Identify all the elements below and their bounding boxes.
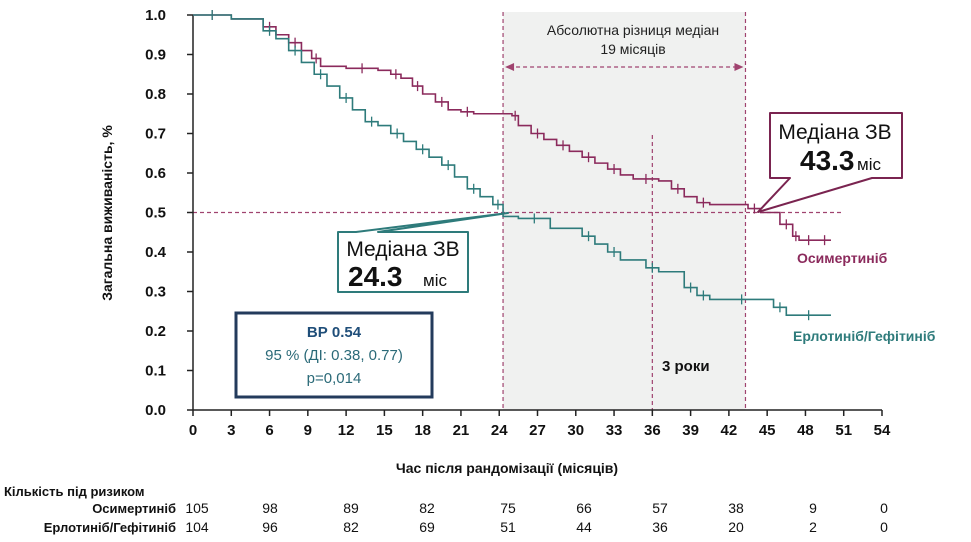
x-tick-label: 42	[721, 422, 738, 439]
x-tick-label: 39	[682, 422, 699, 439]
risk-table-cell: 36	[652, 519, 668, 535]
x-tick-label: 45	[759, 422, 776, 439]
reference-lines	[193, 12, 844, 410]
x-tick-label: 0	[189, 422, 197, 439]
risk-table-cell: 38	[728, 500, 744, 516]
risk-table-cell: 0	[880, 500, 888, 516]
hazard-ratio-ci: 95 % (ДІ: 0.38, 0.77)	[265, 347, 403, 364]
risk-table-cell: 0	[880, 519, 888, 535]
x-tick-label: 21	[453, 422, 470, 439]
series-label-osimertinib: Осимертиніб	[797, 250, 888, 266]
y-tick-label: 1.0	[145, 7, 166, 24]
median-difference-value: 19 місяців	[600, 41, 665, 57]
risk-row-name-comparator: Ерлотиніб/Гефітиніб	[44, 520, 176, 535]
survival-curve-1	[193, 14, 831, 316]
x-tick-label: 12	[338, 422, 355, 439]
risk-row-name-osimertinib: Осимертиніб	[92, 501, 176, 516]
risk-table-cell: 2	[809, 519, 817, 535]
y-tick-label: 0.2	[145, 323, 166, 340]
x-tick-label: 6	[265, 422, 273, 439]
median-comparator-value: 24.3	[348, 261, 403, 292]
x-tick-label: 27	[529, 422, 546, 439]
y-tick-label: 0.7	[145, 126, 166, 143]
risk-table-title: Кількість під ризиком	[4, 484, 145, 499]
p-value: p=0,014	[307, 370, 362, 387]
median-difference-region	[503, 12, 746, 410]
axes: 0 3 6 9 12 15 18 21 24 27 30 33 36 39 42 45 48 51 540.00.1…	[145, 7, 891, 439]
x-tick-label: 51	[835, 422, 852, 439]
survival-curve-0	[193, 14, 831, 241]
y-tick-label: 0.4	[145, 244, 167, 261]
three-years-label: 3 роки	[662, 358, 710, 375]
arrow-head-right	[734, 63, 744, 71]
median-comparator-callout	[337, 212, 509, 293]
risk-table-cell: 82	[419, 500, 435, 516]
risk-table-cell: 44	[576, 519, 592, 535]
median-difference-title: Абсолютна різниця медіан	[547, 22, 719, 38]
x-tick-label: 9	[304, 422, 312, 439]
arrow-head-left	[505, 63, 515, 71]
median-osimertinib-unit: міс	[857, 155, 881, 174]
risk-table-cell: 69	[419, 519, 435, 535]
x-axis-label: Час після рандомізації (місяців)	[396, 460, 618, 476]
median-osimertinib-value: 43.3	[800, 145, 855, 176]
risk-table-cell: 89	[343, 500, 359, 516]
y-tick-label: 0.9	[145, 47, 166, 64]
x-tick-label: 33	[606, 422, 623, 439]
median-comparator-label: Медіана ЗВ	[346, 238, 459, 261]
risk-table-cell: 75	[500, 500, 516, 516]
median-osimertinib-label: Медіана ЗВ	[778, 121, 891, 144]
y-tick-label: 0.5	[145, 205, 166, 222]
hazard-ratio: ВР 0.54	[307, 324, 362, 341]
x-tick-label: 24	[491, 422, 508, 439]
y-tick-label: 0.8	[145, 86, 166, 103]
y-tick-label: 0.1	[145, 363, 166, 380]
censor-marks	[211, 10, 826, 321]
risk-table-cell: 105	[185, 500, 209, 516]
median-comparator-unit: міс	[423, 271, 447, 290]
y-axis-label: Загальна виживаність, %	[99, 125, 115, 301]
risk-table-cell: 82	[343, 519, 359, 535]
x-tick-label: 3	[227, 422, 235, 439]
y-tick-label: 0.6	[145, 165, 166, 182]
risk-table-cell: 98	[262, 500, 278, 516]
risk-table-cell: 9	[809, 500, 817, 516]
y-tick-label: 0.3	[145, 284, 166, 301]
risk-table-cell: 66	[576, 500, 592, 516]
hazard-ratio-box	[234, 311, 434, 399]
median-osimertinib-callout	[757, 112, 903, 213]
risk-table-cell: 96	[262, 519, 278, 535]
risk-table-cell: 104	[185, 519, 209, 535]
x-tick-label: 15	[376, 422, 393, 439]
x-tick-label: 18	[414, 422, 431, 439]
x-tick-label: 54	[874, 422, 891, 439]
series-label-comparator: Ерлотиніб/Гефітиніб	[793, 328, 936, 344]
y-tick-label: 0.0	[145, 402, 166, 419]
x-tick-label: 48	[797, 422, 814, 439]
x-tick-label: 36	[644, 422, 661, 439]
x-tick-label: 30	[567, 422, 584, 439]
risk-table-cell: 20	[728, 519, 744, 535]
survival-curves	[193, 14, 831, 316]
risk-table-cell: 57	[652, 500, 668, 516]
risk-table-cell: 51	[500, 519, 516, 535]
